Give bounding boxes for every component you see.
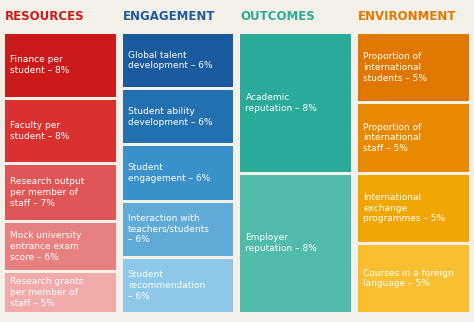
Text: Student ability
development – 6%: Student ability development – 6% <box>128 107 212 127</box>
Text: ENVIRONMENT: ENVIRONMENT <box>358 10 457 23</box>
Bar <box>123 90 234 143</box>
Text: Student
recommendation
– 6%: Student recommendation – 6% <box>128 270 205 301</box>
Bar <box>240 34 351 172</box>
Bar <box>123 34 234 87</box>
Bar <box>123 147 234 200</box>
Text: International
exchange
programmes – 5%: International exchange programmes – 5% <box>363 193 446 223</box>
Bar <box>358 175 469 242</box>
Bar <box>5 273 116 312</box>
Text: Interaction with
teachers/students
– 6%: Interaction with teachers/students – 6% <box>128 214 210 244</box>
Text: Research output
per member of
staff – 7%: Research output per member of staff – 7% <box>10 177 84 208</box>
Text: Research grants
per member of
staff – 5%: Research grants per member of staff – 5% <box>10 277 83 308</box>
Bar <box>123 259 234 312</box>
Text: OUTCOMES: OUTCOMES <box>240 10 315 23</box>
Text: ENGAGEMENT: ENGAGEMENT <box>123 10 215 23</box>
Bar <box>5 223 116 270</box>
Text: Mock university
entrance exam
score – 6%: Mock university entrance exam score – 6% <box>10 231 82 262</box>
Bar <box>240 175 351 312</box>
Text: Proportion of
international
staff – 5%: Proportion of international staff – 5% <box>363 123 422 153</box>
Text: Academic
reputation – 8%: Academic reputation – 8% <box>246 93 318 113</box>
Text: Proportion of
international
students – 5%: Proportion of international students – 5… <box>363 52 427 83</box>
Bar <box>5 99 116 162</box>
Bar <box>123 203 234 256</box>
Text: Global talent
development – 6%: Global talent development – 6% <box>128 51 212 71</box>
Text: RESOURCES: RESOURCES <box>5 10 85 23</box>
Bar <box>5 165 116 220</box>
Text: Finance per
student – 8%: Finance per student – 8% <box>10 55 69 75</box>
Bar <box>358 245 469 312</box>
Text: Courses in a foreign
language – 5%: Courses in a foreign language – 5% <box>363 269 454 288</box>
Bar <box>5 34 116 97</box>
Text: Student
engagement – 6%: Student engagement – 6% <box>128 163 210 183</box>
Text: Employer
reputation – 8%: Employer reputation – 8% <box>246 233 318 253</box>
Bar <box>358 104 469 172</box>
Bar <box>358 34 469 101</box>
Text: Faculty per
student – 8%: Faculty per student – 8% <box>10 121 69 141</box>
